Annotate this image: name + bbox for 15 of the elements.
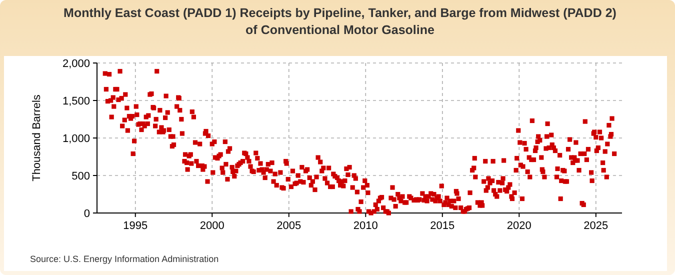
x-tick-label: 2010: [353, 220, 378, 232]
x-tick-label: 2025: [584, 220, 608, 232]
y-tick-label: 0: [84, 208, 90, 220]
x-tick-label: 2000: [200, 220, 224, 232]
x-tick-label: 2005: [276, 220, 302, 232]
source-note: Source: U.S. Energy Information Administration: [30, 254, 219, 264]
x-tick-label: 2015: [430, 220, 455, 232]
x-tick-label: 2020: [506, 220, 532, 232]
chart-title: Monthly East Coast (PADD 1) Receipts by Pipeline, Tanker, and Barge from Midwest (PADD 2) of Conventional Motor Gasoline: [64, 6, 616, 37]
y-tick-label: 1,500: [62, 96, 90, 108]
y-tick-label: 2,000: [62, 58, 90, 70]
y-axis-title: Thousand Barrels: [31, 94, 43, 182]
x-tick-label: 1995: [123, 220, 148, 232]
y-tick-label: 500: [72, 170, 90, 182]
y-tick-label: 1,000: [62, 133, 90, 145]
